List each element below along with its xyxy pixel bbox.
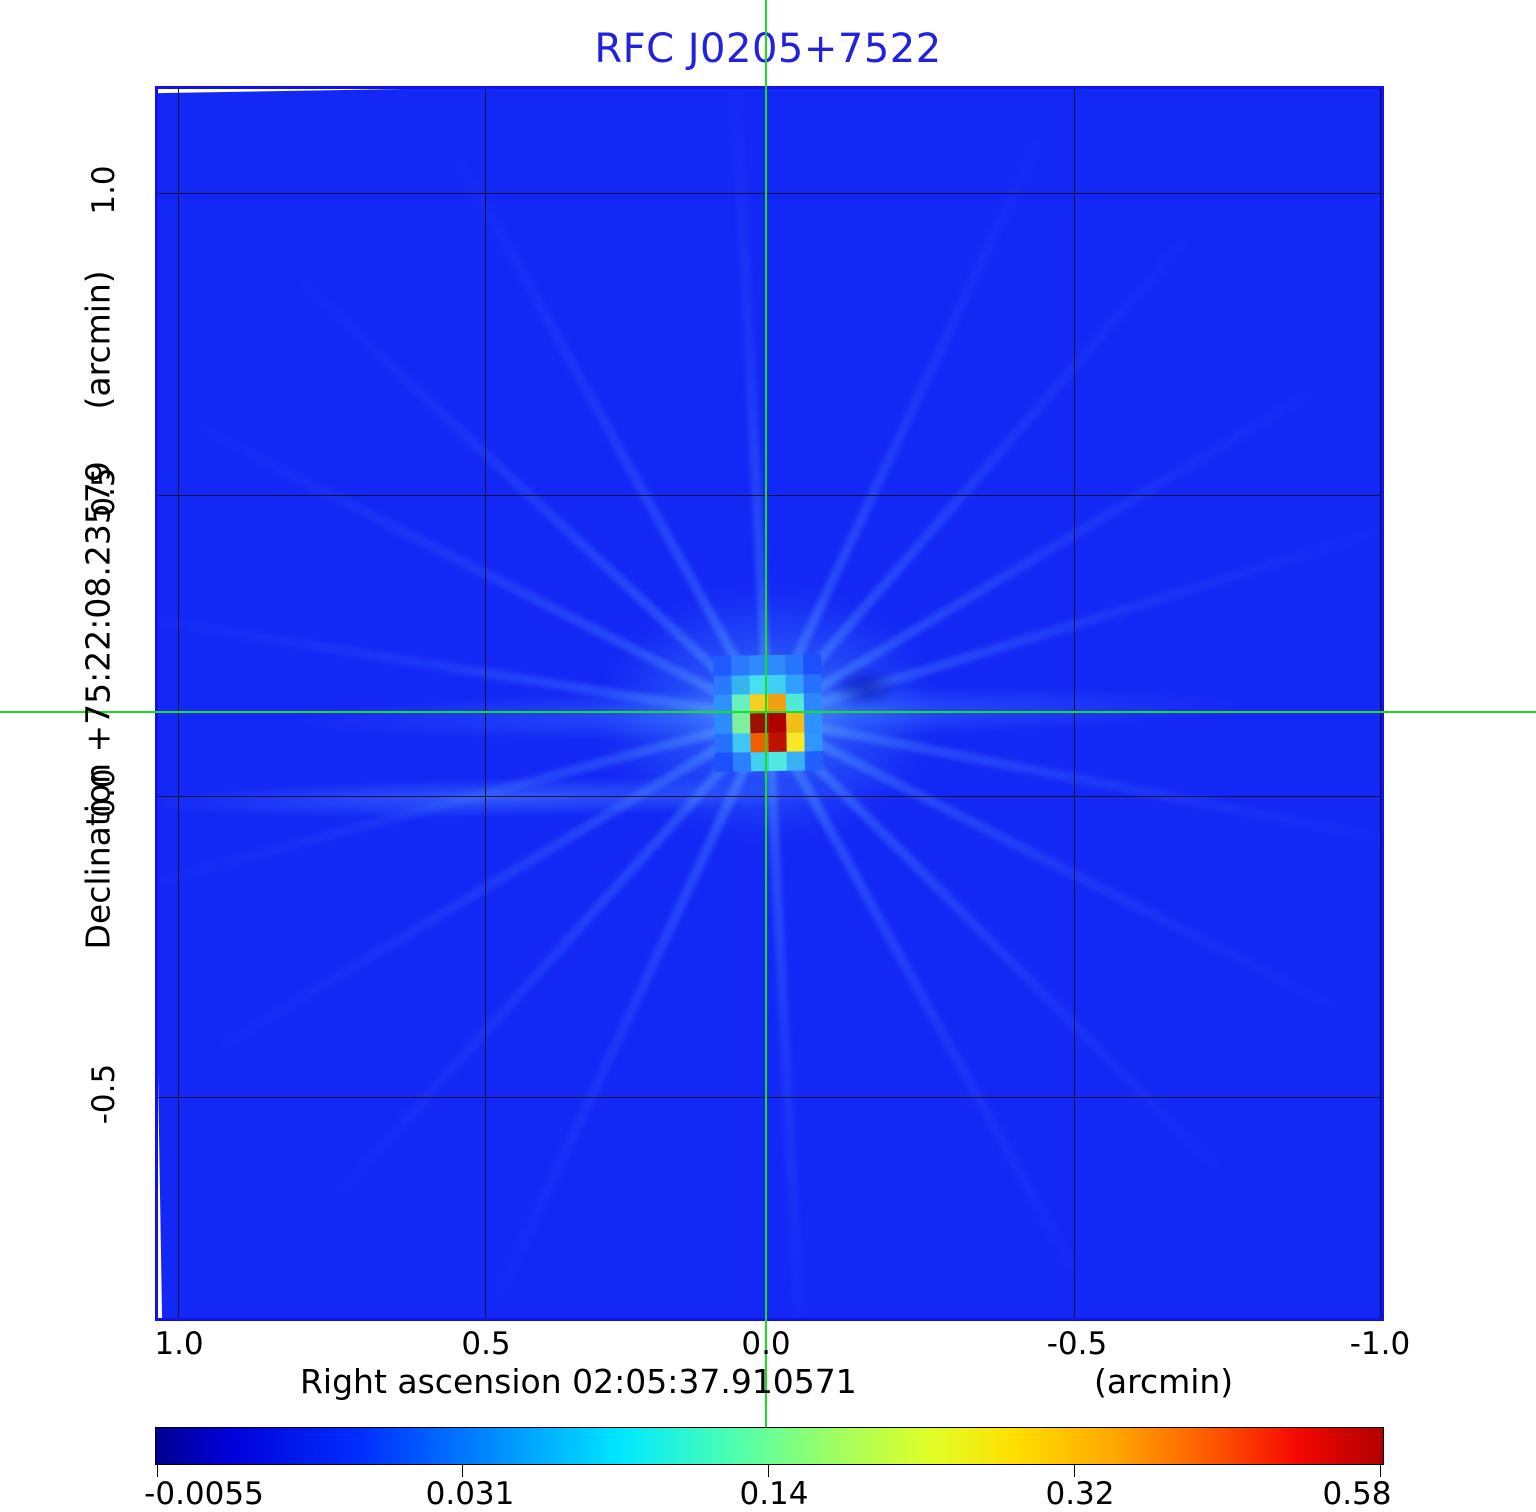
colorbar-tick-label: 0.14 <box>739 1476 809 1512</box>
colorbar-tick <box>768 1465 769 1477</box>
x-tick-label: 0.5 <box>461 1326 511 1362</box>
gridline-vertical--0.5 <box>1074 89 1075 1318</box>
crosshair-vertical <box>765 0 767 1460</box>
y-tick-label: -0.5 <box>86 1063 122 1125</box>
gridline-vertical--1.0 <box>1380 89 1381 1318</box>
colorbar-tick-label: 0.031 <box>425 1476 515 1512</box>
colorbar-tick <box>157 1465 158 1477</box>
x-tick-label: -1.0 <box>1349 1326 1411 1362</box>
crosshair-horizontal <box>0 711 1536 713</box>
negative-sidelobe <box>830 666 898 708</box>
colorbar-tick <box>1380 1465 1381 1477</box>
gridline-horizontal-0.0 <box>158 796 1381 797</box>
gridline-vertical-1.0 <box>178 89 179 1318</box>
compact-radio-source <box>713 654 824 773</box>
page-title: RFC J0205+7522 <box>594 26 942 72</box>
gridline-vertical-0.5 <box>485 89 486 1318</box>
y-tick-label: 1.0 <box>86 165 122 215</box>
radio-image-data-layer <box>158 89 1381 1318</box>
x-axis-unit: (arcmin) <box>1094 1362 1234 1401</box>
gridline-horizontal--0.5 <box>158 1097 1381 1098</box>
colorbar-gradient <box>155 1427 1384 1465</box>
y-axis-title: Declination +75:22:08.23579 <box>78 461 118 950</box>
colorbar[interactable] <box>155 1427 1384 1465</box>
x-axis-title: Right ascension 02:05:37.910571 <box>300 1362 857 1401</box>
gridline-horizontal-1.0 <box>158 193 1381 194</box>
image-plot-frame[interactable] <box>155 86 1384 1321</box>
x-tick-label: -0.5 <box>1046 1326 1108 1362</box>
colorbar-tick <box>462 1465 463 1477</box>
colorbar-tick-label: 0.32 <box>1045 1476 1115 1512</box>
x-tick-label: 0.0 <box>741 1326 791 1362</box>
colorbar-tick-label: -0.0055 <box>144 1476 264 1512</box>
colorbar-tick <box>1074 1465 1075 1477</box>
x-tick-label: 1.0 <box>154 1326 204 1362</box>
gridline-horizontal-0.5 <box>158 495 1381 496</box>
colorbar-tick-label: 0.58 <box>1322 1476 1392 1512</box>
y-axis-unit: (arcmin) <box>78 270 118 410</box>
